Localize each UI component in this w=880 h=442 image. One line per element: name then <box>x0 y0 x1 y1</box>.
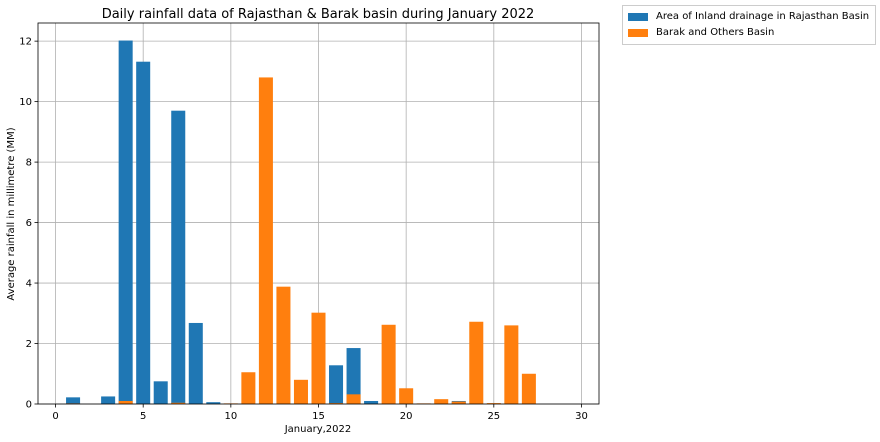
barak-bar <box>311 312 326 404</box>
barak-bar <box>293 379 308 404</box>
barak-bar <box>521 373 536 404</box>
rajasthan-bar <box>66 397 81 404</box>
rajasthan-bar <box>153 381 168 404</box>
rajasthan-bar <box>329 365 344 404</box>
barak-bar <box>434 399 449 404</box>
legend-label-barak: Barak and Others Basin <box>656 27 775 38</box>
barak-bar <box>381 324 396 404</box>
rajasthan-bar <box>136 61 151 404</box>
rajasthan-bar <box>364 400 379 404</box>
barak-bar <box>329 403 344 404</box>
x-tick-label: 25 <box>487 411 500 422</box>
legend-swatch-rajasthan <box>628 13 648 21</box>
x-tick-label: 30 <box>575 411 588 422</box>
y-tick-label: 2 <box>26 339 32 350</box>
legend-item-rajasthan: Area of Inland drainage in Rajasthan Bas… <box>628 9 869 25</box>
x-tick-label: 0 <box>52 411 58 422</box>
barak-bar <box>241 372 256 404</box>
bars <box>66 40 536 405</box>
y-axis-ticks: 0 2 4 6 8 10 12 <box>19 37 38 411</box>
rajasthan-bar <box>118 40 133 405</box>
barak-bar <box>399 388 414 404</box>
barak-bar <box>486 403 501 404</box>
barak-bar <box>258 77 273 404</box>
legend-label-rajasthan: Area of Inland drainage in Rajasthan Bas… <box>656 11 870 22</box>
x-tick-label: 10 <box>224 411 237 422</box>
legend: Area of Inland drainage in Rajasthan Bas… <box>622 5 877 45</box>
barak-bar <box>346 394 361 404</box>
rajasthan-bar <box>101 396 116 404</box>
y-tick-label: 10 <box>19 97 32 108</box>
x-axis-label: January,2022 <box>284 424 352 435</box>
y-tick-label: 6 <box>26 218 32 229</box>
barak-bar <box>118 400 133 404</box>
rajasthan-bar <box>346 348 361 404</box>
barak-bar <box>504 325 519 404</box>
barak-bar <box>276 286 291 404</box>
rajasthan-bar <box>206 402 221 404</box>
rajasthan-bar <box>171 110 186 404</box>
y-tick-label: 12 <box>19 37 32 48</box>
legend-swatch-barak <box>628 29 648 37</box>
barak-bar <box>171 402 186 404</box>
legend-item-barak: Barak and Others Basin <box>628 25 869 41</box>
y-tick-label: 4 <box>26 279 32 290</box>
x-tick-label: 5 <box>140 411 146 422</box>
x-tick-label: 20 <box>400 411 413 422</box>
y-tick-label: 8 <box>26 158 32 169</box>
x-tick-label: 15 <box>312 411 325 422</box>
y-tick-label: 0 <box>26 400 32 411</box>
barak-bar <box>469 321 484 404</box>
y-axis-label: Average rainfall in millimetre (MM) <box>6 127 17 300</box>
barak-bar <box>451 401 466 404</box>
rajasthan-bar <box>188 322 203 404</box>
x-axis-ticks: 0 5 10 15 20 25 30 <box>52 404 588 422</box>
chart-title: Daily rainfall data of Rajasthan & Barak… <box>102 7 535 22</box>
